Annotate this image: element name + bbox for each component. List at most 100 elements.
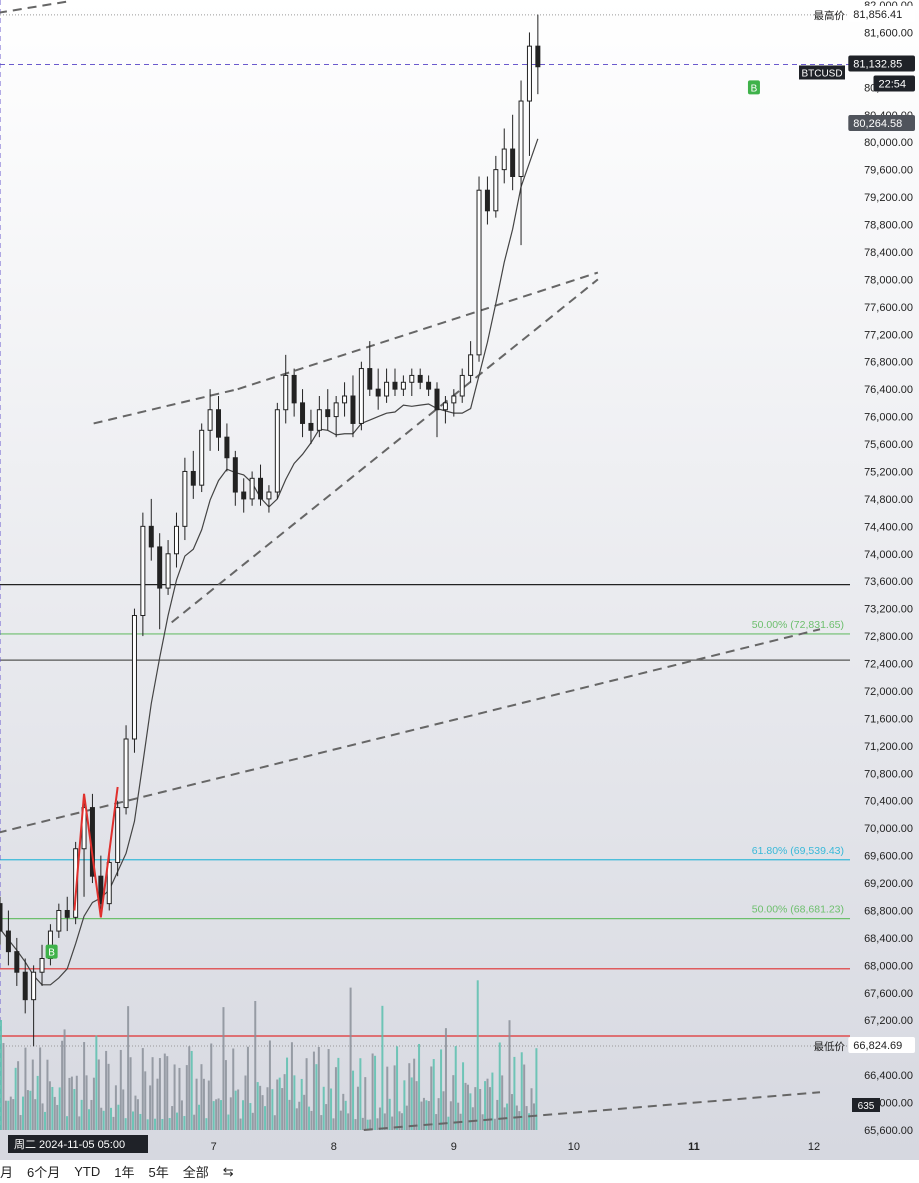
y-tick-label: 76,800.00 [864,357,913,369]
candle-body [451,395,457,404]
volume-bar [442,1091,445,1130]
volume-bar [356,1086,359,1130]
volume-bar [237,1089,240,1130]
volume-bar [413,1058,416,1130]
candle-body [535,45,541,68]
range-item[interactable]: 5年 [148,1165,169,1180]
volume-bar [58,1087,61,1130]
volume-bar [39,1047,42,1130]
y-tick-label: 74,000.00 [864,549,913,561]
volume-bar [178,1067,181,1130]
volume-bar [78,1116,81,1130]
volume-bar [432,1059,435,1130]
candle-body [123,738,129,809]
y-tick-label: 72,000.00 [864,686,913,698]
candle-body [207,409,213,431]
volume-bar [276,1079,279,1130]
buy-marker[interactable]: B [45,944,58,959]
volume-bar [420,1101,423,1130]
volume-bar [210,1043,213,1130]
trend-line [363,1091,821,1131]
volume-label: 635 [858,1101,875,1112]
candle-body [501,148,507,171]
volume-bar [161,1118,164,1130]
candle-body [518,100,524,177]
volume-bar [435,1114,438,1130]
volume-bar [366,1119,369,1130]
candle-body [358,368,364,424]
y-tick-label: 67,600.00 [864,988,913,1000]
candle-body [476,189,482,356]
volume-bar [12,1099,15,1130]
volume-bar [493,1118,496,1130]
y-tick-label: 78,000.00 [864,274,913,286]
volume-bar [528,1113,531,1130]
volume-bar [149,1085,152,1130]
range-item[interactable]: YTD [74,1164,101,1179]
volume-bar [447,1116,450,1130]
volume-bar [151,1057,154,1130]
y-tick-label: 79,600.00 [864,165,913,177]
candle-body [216,409,222,438]
candle-body [468,354,474,376]
candle-body [56,909,62,932]
volume-bar [193,1114,196,1130]
volume-bar [41,1103,44,1130]
candle-body [0,903,3,932]
candle-body [157,546,163,589]
volume-bar [369,1119,372,1130]
compare-icon[interactable]: ⇆ [222,1163,234,1179]
volume-bar [278,1077,281,1130]
y-tick-label: 68,000.00 [864,960,913,972]
volume-bar [200,1064,203,1130]
candle-body [199,429,205,486]
volume-bar [26,1090,29,1130]
volume-bar [198,1104,201,1130]
volume-bar [303,1094,306,1130]
volume-bar [17,1061,20,1130]
volume-bar [19,1115,22,1130]
candle-body [300,402,306,424]
volume-bar [185,1065,188,1130]
volume-bar [154,1118,157,1130]
trend-line [237,271,599,391]
volume-bar [132,1111,135,1130]
candle-body [173,525,179,555]
volume-bar [308,1106,311,1130]
volume-bar [105,1050,108,1130]
candle-body [392,381,398,390]
volume-bar [259,1085,262,1130]
candle-body [140,525,146,617]
volume-bar [535,1048,538,1130]
volume-bar [449,1101,452,1130]
candle-body [409,374,415,383]
volume-bar [322,1086,325,1130]
buy-marker-box [45,944,58,959]
volume-bar [264,1106,267,1130]
volume-bar [14,1067,17,1130]
volume-bar [34,1099,37,1130]
volume-bar [444,1028,447,1130]
candle-body [182,470,188,527]
volume-bar [242,1100,245,1130]
low-value-badge-bg [848,1036,915,1053]
volume-bar [7,1100,10,1130]
candle-body [484,189,490,212]
candle-body [308,422,314,431]
buy-marker[interactable]: B [747,80,760,95]
candle-body [266,491,272,500]
volume-bar [344,1100,347,1130]
range-item[interactable]: 月 [0,1165,14,1180]
volume-bar [166,1056,169,1130]
volume-bar [97,1059,100,1130]
range-item[interactable]: 6个月 [27,1165,61,1180]
y-tick-label: 74,800.00 [864,494,913,506]
volume-bar [427,1101,430,1130]
volume-bar [61,1040,64,1130]
range-item[interactable]: 全部 [182,1165,209,1180]
candle-body [39,958,45,973]
volume-bar [173,1064,176,1130]
range-item[interactable]: 1年 [114,1165,135,1180]
